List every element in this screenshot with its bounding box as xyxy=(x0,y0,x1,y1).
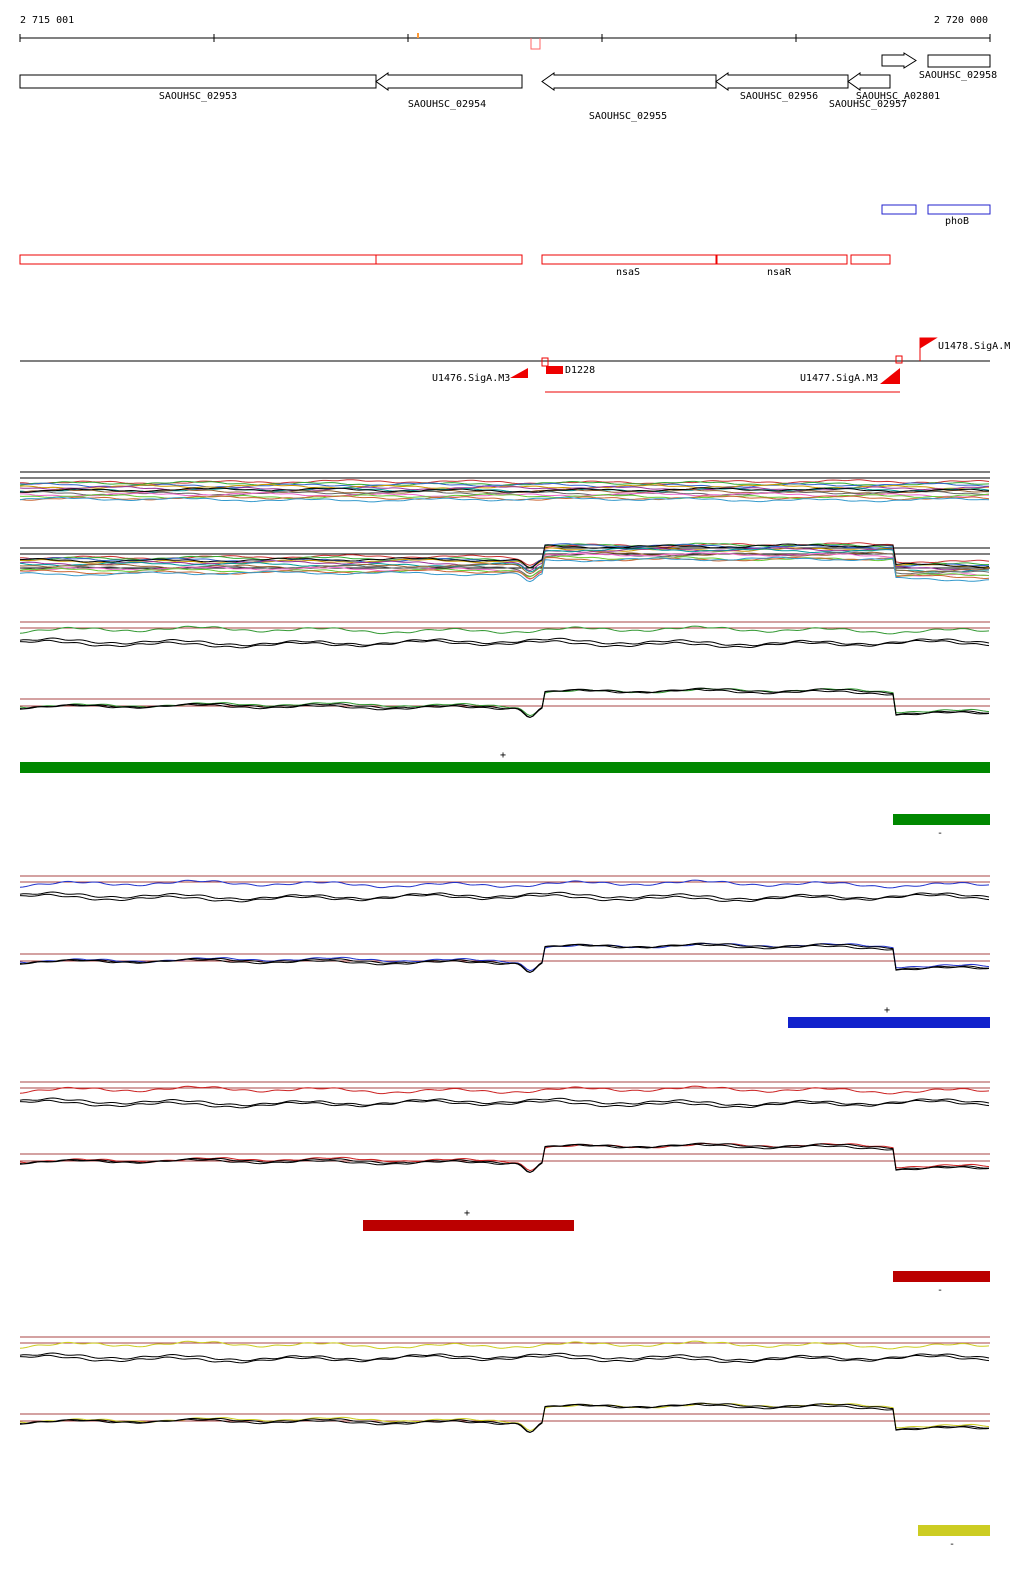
transcript xyxy=(716,254,848,265)
strand-label: - xyxy=(937,828,943,839)
profile-line xyxy=(19,547,990,573)
profile-line xyxy=(19,1099,990,1109)
profile-line xyxy=(19,942,990,972)
profile-line xyxy=(19,1142,990,1172)
strand-label: + xyxy=(464,1208,470,1219)
segment-bar xyxy=(20,762,990,773)
promoter-flag xyxy=(880,361,900,384)
transcript-label: nsaR xyxy=(767,267,792,278)
gene xyxy=(881,52,917,69)
profile-line xyxy=(19,688,990,719)
ruler-marker xyxy=(530,38,541,50)
transcript xyxy=(375,254,523,265)
gene xyxy=(927,54,991,68)
transcript xyxy=(541,254,717,265)
gene-label: SAOUHSC_02957 xyxy=(829,99,907,110)
profile-line xyxy=(19,487,989,493)
profile-line xyxy=(19,1085,990,1095)
ruler-marker xyxy=(417,33,419,38)
profile-line xyxy=(19,496,990,503)
transcript xyxy=(19,254,377,265)
regulon-label: phoB xyxy=(945,216,969,227)
profile-line xyxy=(20,479,990,485)
strand-label: - xyxy=(949,1539,955,1550)
gene xyxy=(541,72,717,91)
gene-label: SAOUHSC_02954 xyxy=(408,99,486,110)
profile-line xyxy=(19,687,990,717)
segment-bar xyxy=(363,1220,574,1231)
profile-line xyxy=(19,891,990,901)
segment-bar xyxy=(788,1017,990,1028)
promoter-label: U1478.SigA.M xyxy=(938,341,1010,352)
profile-line xyxy=(19,482,989,488)
profile-line xyxy=(19,1097,990,1107)
regulon-box xyxy=(881,204,917,215)
segment-bar xyxy=(893,1271,990,1282)
profile-line xyxy=(19,687,989,718)
profile-line xyxy=(19,1402,989,1433)
gene-label: SAOUHSC_02953 xyxy=(159,91,237,102)
strand-label: + xyxy=(500,750,506,761)
segment-bar xyxy=(893,814,990,825)
promoter-box xyxy=(546,366,563,374)
promoter-flag xyxy=(510,361,528,378)
profile-line xyxy=(19,556,990,583)
profile-line xyxy=(19,625,990,635)
strand-label: - xyxy=(937,1285,943,1296)
gene xyxy=(715,72,849,91)
profile-line xyxy=(19,551,990,575)
gene-label: SAOUHSC_02958 xyxy=(919,70,997,81)
profile-line xyxy=(19,1352,990,1362)
gene-label: SAOUHSC_02955 xyxy=(589,111,667,122)
profile-line xyxy=(19,639,990,649)
transcript-label: nsaS xyxy=(616,267,640,278)
gene xyxy=(375,72,523,91)
promoter-flag xyxy=(919,337,938,361)
profile-line xyxy=(19,1142,989,1173)
profile-line xyxy=(19,943,990,974)
ruler-end: 2 720 000 xyxy=(934,15,988,26)
gene-label: SAOUHSC_A02801 xyxy=(856,91,940,102)
promoter-box xyxy=(541,357,549,367)
regulon-box xyxy=(927,204,991,215)
profile-line xyxy=(19,487,990,493)
profile-line xyxy=(19,942,989,973)
gene xyxy=(19,74,377,89)
promoter-label: U1477.SigA.M3 xyxy=(800,373,878,384)
profile-line xyxy=(19,543,990,569)
profile-line xyxy=(19,1354,990,1364)
profile-line xyxy=(19,1340,990,1350)
transcript xyxy=(850,254,891,265)
promoter-box xyxy=(895,355,903,364)
gene xyxy=(847,72,891,91)
promoter-label: D1228 xyxy=(565,365,595,376)
profile-line xyxy=(19,1143,990,1174)
ruler-start: 2 715 001 xyxy=(20,15,74,26)
profile-line xyxy=(19,547,990,569)
promoter-label: U1476.SigA.M3 xyxy=(432,373,510,384)
profile-line xyxy=(19,893,990,903)
profile-line xyxy=(19,547,990,572)
strand-label: + xyxy=(884,1005,890,1016)
profile-line xyxy=(19,637,990,647)
segment-bar xyxy=(918,1525,990,1536)
profile-line xyxy=(19,879,990,889)
profile-line xyxy=(19,556,990,580)
profile-line xyxy=(19,1403,990,1434)
gene-label: SAOUHSC_02956 xyxy=(740,91,818,102)
profile-line xyxy=(19,1402,990,1432)
